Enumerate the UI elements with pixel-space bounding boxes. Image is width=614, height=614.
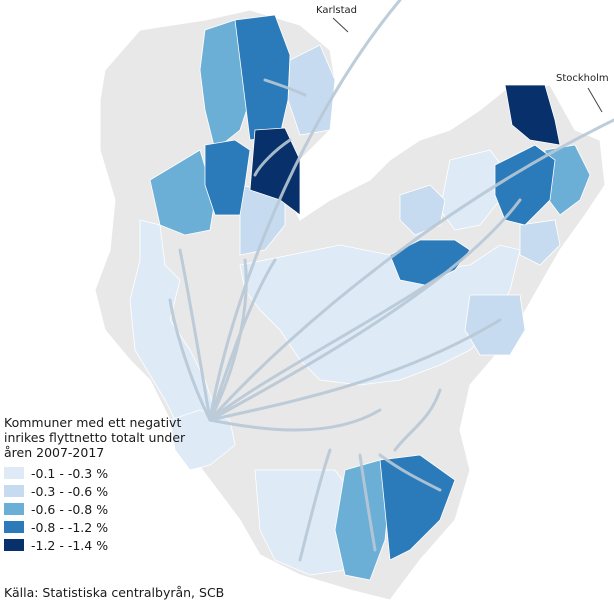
- municipality-dark-east: [494, 144, 556, 226]
- legend-row: -0.6 - -0.8 %: [4, 500, 204, 518]
- municipality-darkest-north: [249, 127, 301, 216]
- municipality-dark-north-2: [204, 139, 251, 216]
- legend-swatch: [4, 485, 24, 497]
- municipality-dark-south: [379, 454, 456, 561]
- legend-label: -0.3 - -0.6 %: [31, 483, 109, 499]
- legend-label: -0.8 - -1.2 %: [31, 519, 109, 535]
- stockholm-label: Stockholm: [556, 73, 609, 84]
- municipality-pale-east: [464, 294, 526, 356]
- flow-arrows: [168, 0, 614, 562]
- municipality-pale-far-east: [519, 219, 561, 266]
- legend-row: -1.2 - -1.4 %: [4, 536, 204, 554]
- karlstad-leader: [332, 17, 349, 33]
- legend-label: -1.2 - -1.4 %: [31, 537, 109, 553]
- stockholm-leader: [587, 87, 603, 113]
- legend-swatch: [4, 467, 24, 479]
- legend-row: -0.1 - -0.3 %: [4, 464, 204, 482]
- municipality-medium-west: [149, 149, 216, 236]
- legend-label: -0.6 - -0.8 %: [31, 501, 109, 517]
- municipality-pale-north-east: [399, 184, 446, 236]
- legend-swatch: [4, 521, 24, 533]
- legend-row: -0.8 - -1.2 %: [4, 518, 204, 536]
- legend-label: -0.1 - -0.3 %: [31, 465, 109, 481]
- karlstad-label: Karlstad: [316, 5, 357, 16]
- legend: Kommuner med ett negativt inrikes flyttn…: [4, 415, 204, 554]
- source-note: Källa: Statistiska centralbyrån, SCB: [4, 585, 225, 600]
- legend-row: -0.3 - -0.6 %: [4, 482, 204, 500]
- legend-rows: -0.1 - -0.3 % -0.3 - -0.6 % -0.6 - -0.8 …: [4, 464, 204, 554]
- legend-swatch: [4, 539, 24, 551]
- legend-title: Kommuner med ett negativt inrikes flyttn…: [4, 415, 186, 460]
- legend-swatch: [4, 503, 24, 515]
- municipality-darkest-north-east: [504, 84, 561, 146]
